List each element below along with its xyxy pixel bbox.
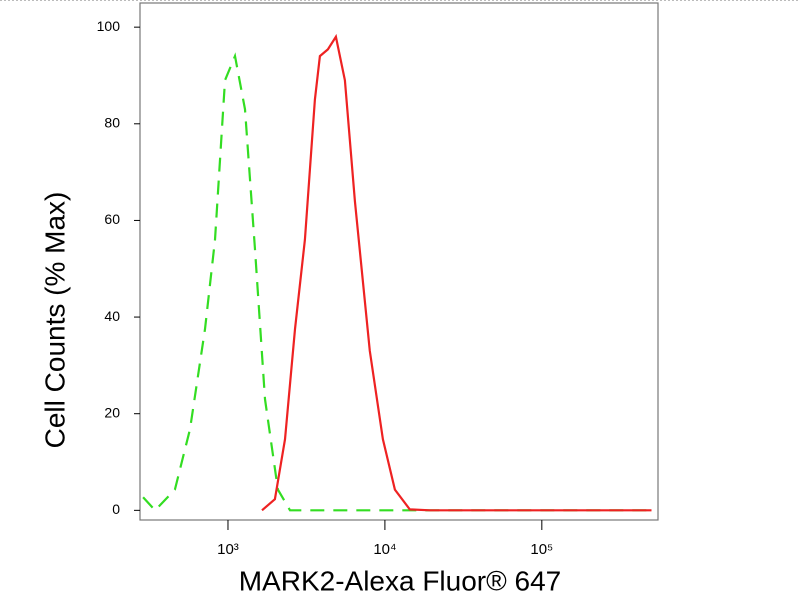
y-tick-label: 20 xyxy=(104,404,120,420)
x-tick-label: 10⁴ xyxy=(373,541,396,558)
x-tick-label: 10³ xyxy=(217,541,239,558)
y-tick-label: 100 xyxy=(97,18,121,34)
y-tick-label: 80 xyxy=(104,114,120,130)
y-tick-label: 40 xyxy=(104,308,120,324)
plot-frame xyxy=(139,2,659,521)
x-axis-title: MARK2-Alexa Fluor® 647 xyxy=(239,565,562,596)
y-axis-title: Cell Counts (% Max) xyxy=(39,192,70,449)
x-tick-label: 10⁵ xyxy=(530,541,553,558)
histogram-line xyxy=(261,33,652,512)
y-tick-label: 0 xyxy=(112,501,120,517)
histogram-line xyxy=(142,52,651,512)
y-tick-label: 60 xyxy=(104,211,120,227)
